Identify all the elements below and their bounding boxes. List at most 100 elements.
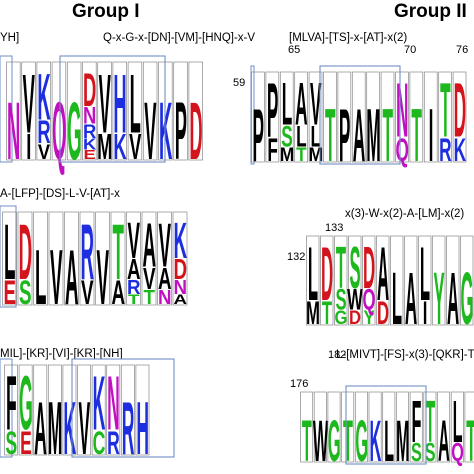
logo-letter: L xyxy=(296,121,307,154)
logo-letter: L xyxy=(35,235,46,322)
logo-letter: K xyxy=(83,136,97,153)
logo-column xyxy=(36,61,51,161)
motif-frame xyxy=(345,385,427,465)
logo-letter: L xyxy=(392,258,402,341)
logo-column xyxy=(351,71,366,163)
logo-letter: R xyxy=(37,114,50,151)
logo-letter: A xyxy=(111,273,125,311)
logo-column xyxy=(308,71,323,163)
logo-letter: R xyxy=(127,276,141,299)
position-59: 59 xyxy=(233,77,246,89)
logo-letter: G xyxy=(461,258,474,341)
logo-column xyxy=(21,61,36,161)
logo-letter: M xyxy=(280,143,294,165)
logo-letter: I xyxy=(26,128,31,168)
logo-letter: P xyxy=(252,92,263,177)
logo-letter: M xyxy=(396,409,410,474)
logo-column xyxy=(368,391,382,463)
position-182: 182 xyxy=(328,349,347,361)
logo-letter: V xyxy=(78,385,90,470)
logo-letter: E xyxy=(83,148,95,162)
position-76: 76 xyxy=(456,44,469,56)
logo-letter: F xyxy=(411,389,421,456)
logo-letter: V xyxy=(81,273,94,311)
logo-letter: P xyxy=(339,92,350,177)
motif-frame xyxy=(250,65,255,165)
logo-letter: V xyxy=(23,57,35,151)
logo-letter: V xyxy=(310,72,322,139)
logo-letter: S xyxy=(425,438,436,467)
logo-column xyxy=(460,235,474,326)
logo-column xyxy=(91,364,106,456)
logo-column xyxy=(396,391,409,463)
logo-column xyxy=(251,71,265,163)
logo-letter: T xyxy=(411,92,422,177)
logo-column xyxy=(4,364,18,456)
logo-column xyxy=(313,391,327,463)
logo-letter: M xyxy=(306,296,320,331)
logo-letter: D xyxy=(173,254,187,286)
motif-frame xyxy=(59,55,166,163)
logo-letter: T xyxy=(325,92,336,177)
motif-bot-right: L-[MIVT]-[FS]-x(3)-[QKR]-T xyxy=(336,349,474,361)
logo-column xyxy=(2,211,17,306)
logo-column xyxy=(334,235,348,326)
logo-column xyxy=(6,61,21,161)
logo-letter: G xyxy=(328,409,341,474)
position-133: 133 xyxy=(325,222,344,234)
logo-letter: A xyxy=(65,235,79,322)
logo-column xyxy=(337,71,352,163)
logo-letter: C xyxy=(93,424,106,461)
logo-letter: R xyxy=(83,121,97,142)
logo-letter: K xyxy=(369,409,381,474)
logo-letter: K xyxy=(63,385,76,470)
motif-frame xyxy=(0,358,13,458)
motif-top-left: Q-x-G-x-[DN]-[VM]-[HNQ]-x-V xyxy=(103,32,256,44)
logo-column xyxy=(141,211,157,306)
logo-column xyxy=(423,391,437,463)
logo-letter: D xyxy=(321,231,333,317)
logo-letter: Q xyxy=(52,84,66,176)
logo-column xyxy=(362,235,376,326)
logo-letter: V xyxy=(50,235,63,322)
logo-letter: E xyxy=(20,424,32,461)
logo-letter: K xyxy=(37,61,50,135)
logo-letter: R xyxy=(122,385,135,470)
motif-top-left-cut: YH] xyxy=(0,32,20,44)
logo-letter: N xyxy=(173,276,187,299)
motif-top-right: [MLVA]-[TS]-x-[AT]-x(2) xyxy=(289,32,408,44)
logo-letter: G xyxy=(19,361,33,446)
logo-column xyxy=(437,391,451,463)
logo-letter: T xyxy=(336,235,346,302)
logo-letter: A xyxy=(173,292,187,307)
logo-letter: V xyxy=(129,128,141,168)
logo-letter: I xyxy=(423,296,428,331)
logo-column xyxy=(464,391,474,463)
logo-column xyxy=(404,235,418,326)
logo-letter: A xyxy=(295,72,307,139)
logo-letter: A xyxy=(127,254,141,286)
logo-letter: Q xyxy=(396,131,409,169)
logo-letter: W xyxy=(313,409,328,474)
logo-letter: I xyxy=(429,92,434,177)
logo-column xyxy=(142,61,158,161)
logo-column xyxy=(432,235,446,326)
logo-letter: A xyxy=(438,409,450,474)
logo-letter: L xyxy=(311,121,322,154)
logo-column xyxy=(127,61,143,161)
logo-column xyxy=(82,61,97,161)
logo-column xyxy=(409,71,424,163)
logo-column xyxy=(390,235,404,326)
motif-frame xyxy=(0,205,17,308)
logo-column xyxy=(265,71,280,163)
logo-column xyxy=(320,235,334,326)
logo-letter: N xyxy=(107,361,120,446)
logo-letter: S xyxy=(5,424,17,461)
logo-letter: T xyxy=(128,292,139,307)
logo-letter: T xyxy=(383,92,394,177)
logo-column xyxy=(348,235,362,326)
logo-column xyxy=(354,391,368,463)
logo-letter: H xyxy=(136,385,149,470)
